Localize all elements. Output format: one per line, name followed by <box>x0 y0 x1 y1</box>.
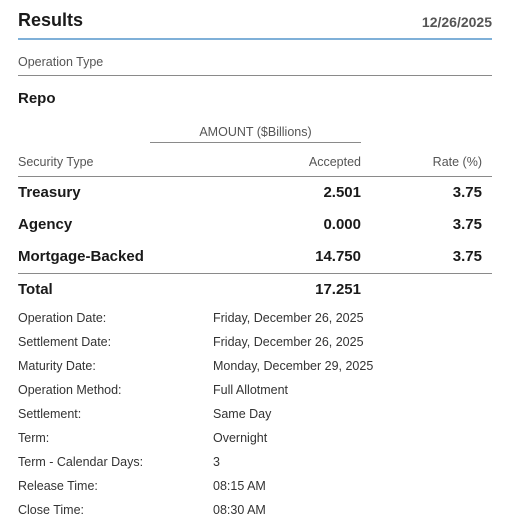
title-divider <box>18 38 492 40</box>
detail-label: Settlement Date: <box>18 335 112 349</box>
security-type-cell: Treasury <box>18 184 81 201</box>
amount-header-divider <box>150 142 361 143</box>
results-date: 12/26/2025 <box>421 14 492 30</box>
detail-label: Operation Method: <box>18 383 122 397</box>
rate-cell: 3.75 <box>452 184 482 201</box>
rate-cell: 3.75 <box>452 248 482 265</box>
operation-type-label: Operation Type <box>18 55 104 69</box>
accepted-cell: 2.501 <box>323 184 361 201</box>
total-divider <box>18 273 492 274</box>
rate-cell: 3.75 <box>452 216 482 233</box>
detail-label: Release Time: <box>18 479 98 493</box>
detail-label: Term - Calendar Days: <box>18 455 144 469</box>
total-label: Total <box>18 281 53 298</box>
operation-type-divider <box>18 75 492 76</box>
detail-value: Friday, December 26, 2025 <box>213 311 364 325</box>
detail-label: Maturity Date: <box>18 359 96 373</box>
detail-label: Close Time: <box>18 503 84 517</box>
detail-value: Monday, December 29, 2025 <box>213 359 374 373</box>
detail-value: Same Day <box>213 407 272 421</box>
detail-value: 08:15 AM <box>213 479 266 493</box>
total-accepted: 17.251 <box>315 281 361 298</box>
detail-label: Term: <box>18 431 50 445</box>
security-type-cell: Mortgage-Backed <box>18 248 144 265</box>
detail-value: 08:30 AM <box>213 503 266 517</box>
operation-type-value: Repo <box>18 90 56 107</box>
detail-value: 3 <box>213 455 220 469</box>
page-title: Results <box>18 10 84 30</box>
security-type-cell: Agency <box>18 216 73 233</box>
accepted-cell: 0.000 <box>323 216 361 233</box>
table-header-divider <box>18 176 492 177</box>
detail-value: Overnight <box>213 431 268 445</box>
detail-value: Friday, December 26, 2025 <box>213 335 364 349</box>
column-header-accepted: Accepted <box>308 155 361 169</box>
column-header-rate: Rate (%) <box>432 155 482 169</box>
detail-label: Operation Date: <box>18 311 107 325</box>
amount-group-header: AMOUNT ($Billions) <box>199 125 312 139</box>
column-header-security-type: Security Type <box>18 155 94 169</box>
detail-value: Full Allotment <box>213 383 289 397</box>
detail-label: Settlement: <box>18 407 82 421</box>
accepted-cell: 14.750 <box>315 248 361 265</box>
